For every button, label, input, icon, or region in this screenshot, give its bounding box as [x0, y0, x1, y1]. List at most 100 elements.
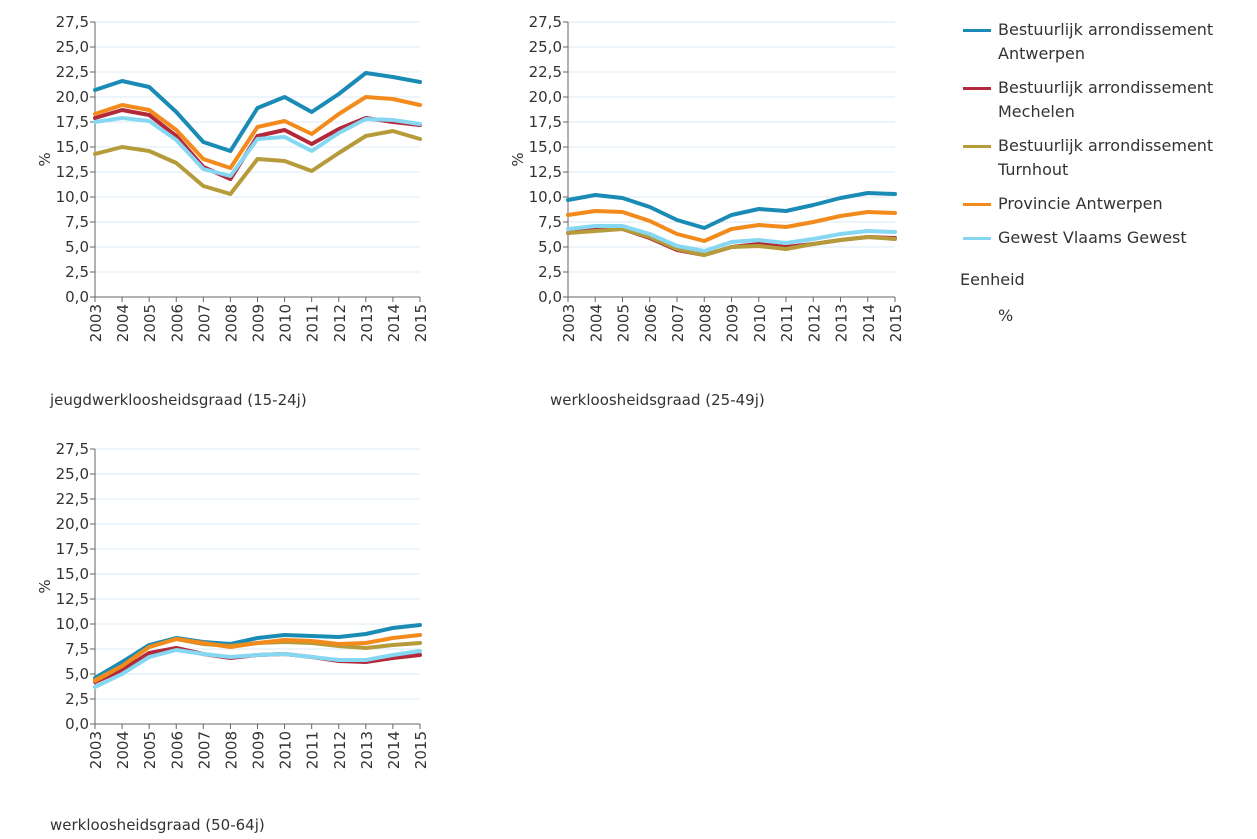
x-tick-label: 2004 [114, 731, 132, 769]
series-line [566, 224, 897, 253]
x-tick-label: 2014 [385, 731, 403, 769]
y-tick-label: 20,0 [56, 88, 89, 106]
x-tick-label: 2008 [222, 304, 240, 342]
series-line [93, 71, 422, 153]
legend-label: Bestuurlijk arrondissement Turnhout [998, 136, 1214, 179]
x-tick-label: 2011 [778, 304, 796, 342]
x-tick-label: 2013 [358, 731, 376, 769]
series-line [93, 129, 422, 196]
x-tick-label: 2011 [304, 731, 322, 769]
x-tick-label: 2004 [114, 304, 132, 342]
x-tick-label: 2005 [615, 304, 633, 342]
y-axis-label: % [36, 152, 54, 166]
x-tick-label: 2009 [250, 304, 268, 342]
y-tick-label: 25,0 [56, 465, 89, 483]
legend-item: Bestuurlijk arrondissement Mechelen [960, 76, 1253, 124]
series-line [566, 227, 897, 257]
x-tick-label: 2011 [304, 304, 322, 342]
x-tick-label: 2004 [587, 304, 605, 342]
x-tick-label: 2012 [331, 304, 349, 342]
chart-title: werkloosheidsgraad (50-64j) [50, 816, 265, 834]
legend-swatch [963, 237, 991, 240]
legend-item: Bestuurlijk arrondissement Turnhout [960, 134, 1253, 182]
y-tick-label: 12,5 [529, 163, 562, 181]
x-tick-label: 2007 [669, 304, 687, 342]
y-tick-label: 17,5 [56, 540, 89, 558]
y-tick-label: 7,5 [65, 213, 89, 231]
legend-item: Provincie Antwerpen [960, 192, 1253, 216]
x-tick-label: 2006 [168, 731, 186, 769]
x-tick-label: 2008 [222, 731, 240, 769]
x-tick-label: 2009 [250, 731, 268, 769]
x-tick-label: 2006 [168, 304, 186, 342]
legend-swatch [963, 145, 991, 148]
legend-label: Bestuurlijk arrondissement Antwerpen [998, 20, 1214, 63]
y-tick-label: 0,0 [65, 715, 89, 733]
series-line [566, 209, 897, 243]
legend-swatch [963, 29, 991, 32]
y-tick-label: 25,0 [56, 38, 89, 56]
y-tick-label: 15,0 [529, 138, 562, 156]
x-tick-label: 2012 [805, 304, 823, 342]
unit-title: Eenheid [960, 270, 1025, 289]
x-tick-label: 2014 [385, 304, 403, 342]
x-tick-label: 2010 [751, 304, 769, 342]
y-tick-label: 22,5 [529, 63, 562, 81]
unit: % [998, 306, 1014, 325]
x-tick-label: 2015 [412, 731, 430, 769]
x-tick-label: 2012 [331, 731, 349, 769]
legend-label: Provincie Antwerpen [998, 194, 1163, 213]
y-tick-label: 27,5 [56, 440, 89, 458]
chart-title: jeugdwerkloosheidsgraad (15-24j) [49, 391, 307, 409]
y-tick-label: 2,5 [538, 263, 562, 281]
y-tick-label: 22,5 [56, 63, 89, 81]
y-axis-label: % [36, 579, 54, 593]
legend-item: Bestuurlijk arrondissement Antwerpen [960, 18, 1253, 66]
y-tick-label: 27,5 [56, 13, 89, 31]
series-line [93, 648, 422, 689]
x-tick-label: 2005 [141, 731, 159, 769]
x-tick-label: 2013 [833, 304, 851, 342]
y-tick-label: 17,5 [529, 113, 562, 131]
legend-swatch [963, 203, 991, 206]
y-tick-label: 12,5 [56, 590, 89, 608]
y-tick-label: 15,0 [56, 138, 89, 156]
series-line [566, 191, 897, 230]
y-tick-label: 5,0 [65, 665, 89, 683]
series-line [93, 116, 422, 178]
x-tick-label: 2014 [860, 304, 878, 342]
y-tick-label: 2,5 [65, 690, 89, 708]
x-tick-label: 2010 [277, 304, 295, 342]
y-tick-label: 5,0 [65, 238, 89, 256]
series-line [93, 95, 422, 170]
x-tick-label: 2003 [560, 304, 578, 342]
x-tick-label: 2015 [887, 304, 905, 342]
chart-title: werkloosheidsgraad (25-49j) [550, 391, 765, 409]
y-tick-label: 25,0 [529, 38, 562, 56]
y-tick-label: 12,5 [56, 163, 89, 181]
y-tick-label: 0,0 [538, 288, 562, 306]
x-tick-label: 2009 [724, 304, 742, 342]
x-tick-label: 2003 [87, 304, 105, 342]
y-tick-label: 0,0 [65, 288, 89, 306]
x-tick-label: 2007 [195, 304, 213, 342]
x-tick-label: 2003 [87, 731, 105, 769]
y-tick-label: 5,0 [538, 238, 562, 256]
legend-label: Bestuurlijk arrondissement Mechelen [998, 78, 1214, 121]
y-tick-label: 15,0 [56, 565, 89, 583]
y-tick-label: 27,5 [529, 13, 562, 31]
y-tick-label: 10,0 [56, 615, 89, 633]
y-tick-label: 10,0 [529, 188, 562, 206]
x-tick-label: 2015 [412, 304, 430, 342]
y-tick-label: 7,5 [538, 213, 562, 231]
x-tick-label: 2006 [642, 304, 660, 342]
x-tick-label: 2008 [696, 304, 714, 342]
x-tick-label: 2010 [277, 731, 295, 769]
legend-item: Gewest Vlaams Gewest [960, 226, 1253, 250]
y-tick-label: 10,0 [56, 188, 89, 206]
y-tick-label: 20,0 [56, 515, 89, 533]
x-tick-label: 2005 [141, 304, 159, 342]
y-axis-label: % [509, 152, 527, 166]
